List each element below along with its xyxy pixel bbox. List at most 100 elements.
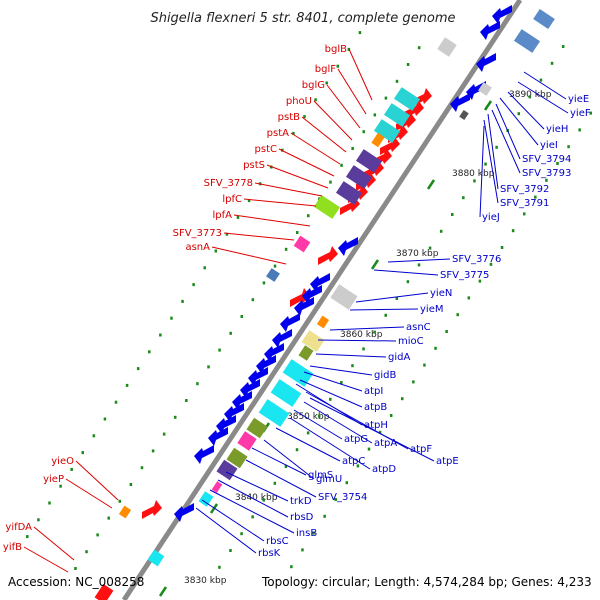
- gene-label-blue: atpG: [344, 434, 368, 445]
- grid-dot: [589, 111, 593, 115]
- gene-label-red: pstB: [278, 112, 300, 123]
- leader-line-blue: [373, 269, 439, 276]
- grid-dot: [325, 81, 328, 85]
- grid-dot: [556, 162, 559, 165]
- gene-label-blue: atpA: [374, 438, 397, 449]
- grid-dot: [173, 415, 177, 419]
- grid-dot: [240, 315, 244, 318]
- grid-dot: [528, 95, 532, 99]
- grid-dot: [561, 45, 565, 48]
- gene-features: [94, 5, 555, 600]
- gene-label-blue: SFV_3754: [318, 492, 367, 503]
- kbp-tick-mark: [483, 100, 493, 111]
- grid-dot: [317, 414, 321, 418]
- grid-dot: [495, 145, 498, 149]
- gene-label-red: phoU: [286, 96, 312, 107]
- gene-arrow-red: [404, 100, 424, 119]
- gene-block-orange: [371, 132, 385, 148]
- leader-line-blue: [309, 365, 373, 376]
- grid-dot: [456, 313, 459, 317]
- leader-line-blue: [523, 71, 567, 100]
- kbp-ticks: 3830 kbp 3840 kbp 3850 kbp 3860 kbp 3870 kbp…: [158, 90, 552, 597]
- grid-dot: [412, 380, 415, 384]
- leader-line-blue: [209, 489, 295, 534]
- grid-dot: [340, 163, 343, 167]
- gene-label-blue: SFV_3776: [452, 254, 501, 265]
- grid-dot: [151, 449, 155, 453]
- leader-line-blue: [491, 109, 521, 174]
- grid-dot: [389, 414, 393, 417]
- gene-arrow-red: [318, 246, 338, 265]
- leader-line-blue: [275, 427, 341, 462]
- grid-dot: [247, 199, 251, 203]
- grid-dot: [356, 464, 360, 468]
- grid-dot: [384, 313, 387, 317]
- gene-block-gray: [437, 37, 457, 57]
- gene-label-red: lpfC: [222, 194, 242, 205]
- kbp-tick-label: 3860 kbp: [340, 330, 383, 340]
- label-leader-lines: [23, 48, 569, 573]
- grid-dot: [439, 229, 443, 233]
- grid-dot: [329, 180, 332, 184]
- grid-dot: [578, 128, 581, 132]
- gene-label-red: yifB: [3, 542, 22, 553]
- gene-arrow-blue: [476, 53, 496, 72]
- gene-label-blue: atpE: [436, 456, 459, 467]
- grid-dot: [445, 330, 448, 333]
- grid-dot: [306, 431, 310, 435]
- gene-block-pink: [237, 431, 257, 451]
- leader-line-blue: [303, 401, 373, 444]
- grid-dot: [567, 145, 570, 149]
- kbp-tick-label: 3890 kbp: [509, 90, 552, 100]
- leader-line-blue: [299, 379, 363, 408]
- leader-line-red: [223, 232, 295, 241]
- gene-block-cyan: [393, 87, 421, 111]
- grid-dot: [312, 531, 315, 535]
- gene-block-gray: [330, 284, 358, 310]
- grid-dot: [301, 548, 304, 552]
- gene-label-red: asnA: [185, 242, 210, 253]
- leader-line-blue: [245, 459, 317, 498]
- grid-dot: [292, 131, 295, 135]
- gene-arrow-blue: [240, 379, 260, 398]
- gene-block-cyan: [198, 491, 214, 507]
- grid-dot: [251, 515, 254, 519]
- gene-block-olive: [226, 447, 248, 469]
- gene-label-red: pstA: [267, 128, 289, 139]
- gene-arrow-blue: [466, 81, 486, 100]
- kbp-tick-mark: [158, 586, 168, 597]
- grid-dot: [489, 262, 493, 266]
- gene-block-cyan: [147, 549, 165, 567]
- leader-line-blue: [251, 447, 307, 476]
- grid-dot: [140, 466, 144, 470]
- leader-line-blue: [483, 119, 499, 204]
- map-title: Shigella flexneri 5 str. 8401, complete …: [150, 11, 455, 26]
- grid-dot: [517, 112, 521, 116]
- gene-block-purple: [345, 165, 373, 189]
- grid-dot: [225, 232, 229, 236]
- gene-label-blue: asnC: [406, 322, 431, 333]
- leader-line-red: [75, 460, 119, 501]
- leader-line-blue: [225, 471, 289, 502]
- gene-arrow-blue: [294, 297, 314, 316]
- gene-block-gray: [478, 82, 492, 96]
- gene-label-blue: trkD: [290, 496, 312, 507]
- gene-arrow-blue: [232, 391, 252, 410]
- leader-line-blue: [315, 353, 387, 358]
- grid-dot: [59, 484, 62, 488]
- grid-dot: [92, 434, 96, 438]
- grid-dot: [284, 465, 288, 468]
- gene-block-pink: [293, 235, 311, 253]
- leader-line-blue: [309, 397, 435, 462]
- grid-dot: [85, 550, 88, 554]
- gene-arrow-blue: [224, 403, 244, 422]
- kbp-tick-label: 3870 kbp: [396, 249, 439, 259]
- grid-dot: [103, 417, 107, 421]
- gene-block-cyan: [270, 379, 302, 407]
- gene-arrow-blue: [310, 273, 330, 292]
- leader-line-red: [233, 214, 311, 227]
- leader-line-blue: [499, 97, 539, 146]
- grid-dot: [148, 350, 151, 354]
- gene-label-blue: yieE: [568, 94, 589, 105]
